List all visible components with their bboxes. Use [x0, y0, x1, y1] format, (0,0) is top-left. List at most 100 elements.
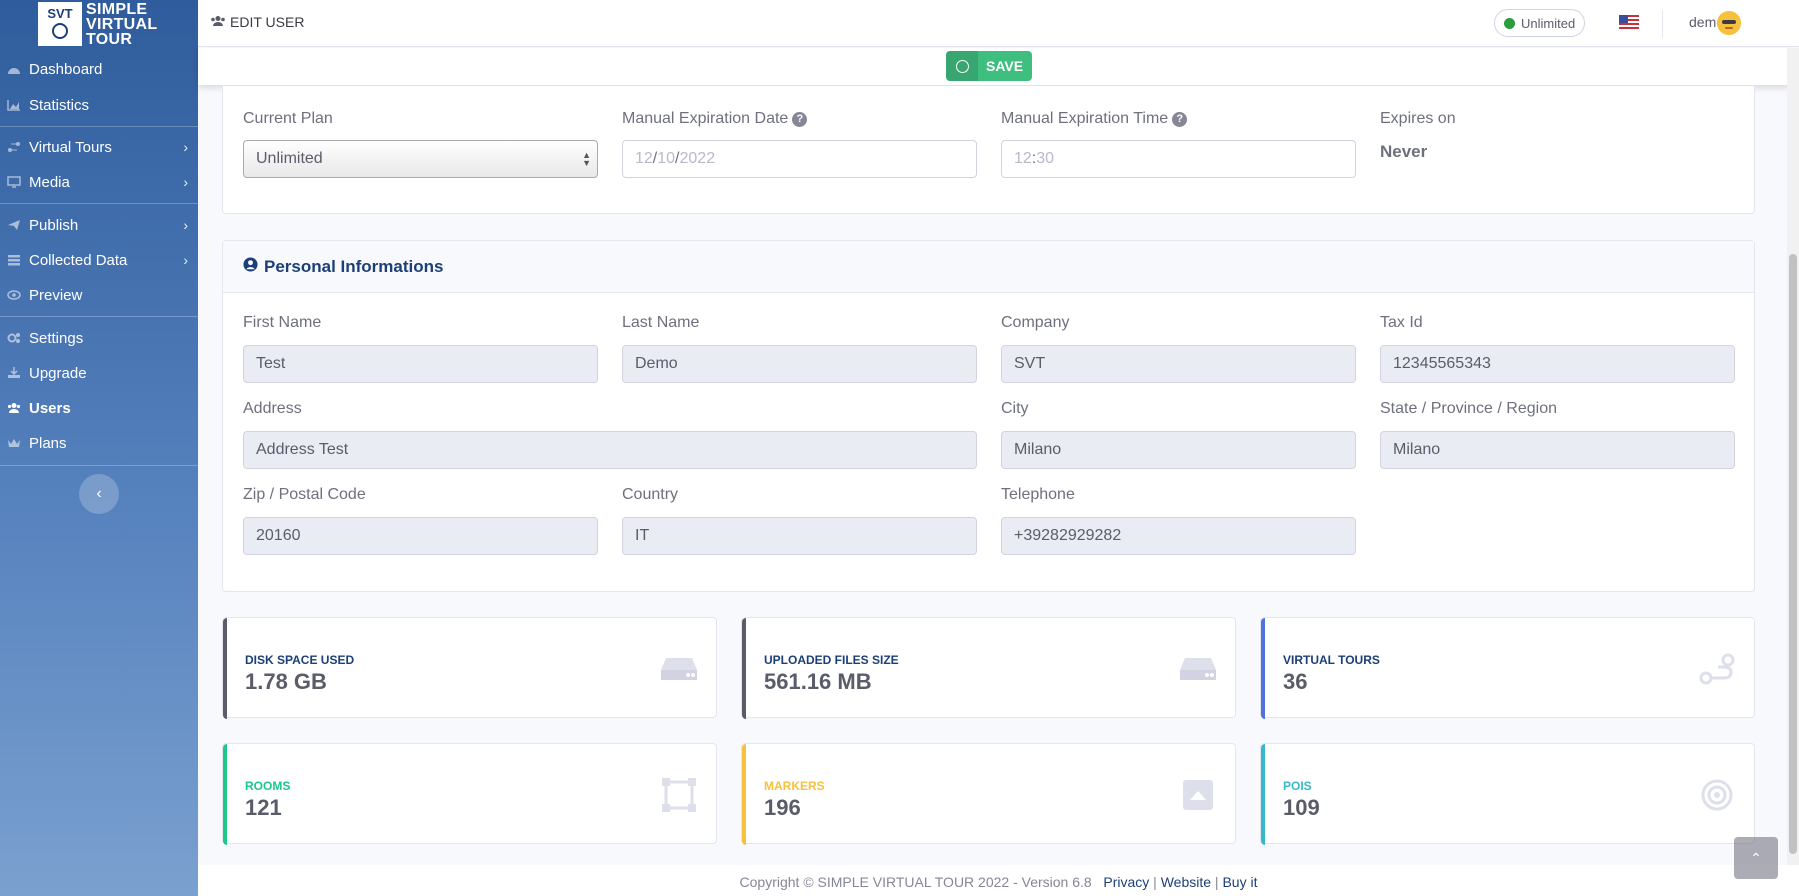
sidebar-item-label: Users [29, 399, 71, 417]
expiration-date-input[interactable]: 12/10/2022 [622, 140, 977, 178]
stat-card-pois: POIS 109 [1260, 743, 1755, 845]
sidebar-item-users[interactable]: Users [0, 391, 198, 425]
sidebar-item-label: Statistics [29, 96, 90, 114]
personal-info-title: Personal Informations [264, 256, 444, 276]
expiration-time-input[interactable]: 12:30 [1001, 140, 1356, 178]
chevron-right-icon: › [183, 174, 188, 190]
dashboard-icon [6, 62, 22, 76]
sidebar-item-publish[interactable]: Publish › [0, 208, 198, 242]
scroll-to-top-button[interactable]: ⌃ [1734, 837, 1778, 879]
stat-value: 109 [1283, 795, 1320, 820]
country-field[interactable]: IT [622, 517, 977, 555]
sidebar-item-label: Collected Data [29, 251, 128, 269]
topbar: EDIT USER Unlimited demo [198, 0, 1799, 47]
database-icon [6, 253, 22, 267]
company-field[interactable]: SVT [1001, 345, 1356, 383]
avatar[interactable] [1717, 11, 1741, 35]
current-plan-select[interactable]: Unlimited ▲ ▼ [243, 140, 598, 178]
buy-link[interactable]: Buy it [1222, 874, 1258, 890]
stat-accent-bar [223, 618, 227, 719]
scrollbar[interactable] [1787, 48, 1799, 865]
chevron-right-icon: › [183, 252, 188, 268]
logo-mark: SVT [38, 2, 82, 46]
chevron-right-icon: › [183, 217, 188, 233]
copyright-text: Copyright © SIMPLE VIRTUAL TOUR 2022 - V… [739, 874, 1092, 890]
time-separator: : [1031, 150, 1037, 167]
time-hour: 12 [1014, 150, 1032, 167]
question-circle-icon[interactable]: ? [792, 112, 808, 127]
sidebar-item-dashboard[interactable]: Dashboard [0, 52, 198, 86]
brand-logo[interactable]: SVT SIMPLE VIRTUAL TOUR [0, 0, 198, 48]
personal-info-header: Personal Informations [223, 241, 1754, 293]
caret-square-up-icon [1179, 778, 1217, 812]
stat-value: 561.16 MB [764, 669, 872, 694]
company-label: Company [1001, 314, 1070, 331]
privacy-link[interactable]: Privacy [1103, 874, 1150, 890]
chevron-right-icon: › [183, 139, 188, 155]
sidebar-item-virtual-tours[interactable]: Virtual Tours › [0, 130, 198, 164]
date-month: 12 [635, 150, 653, 167]
plan-badge: Unlimited [1494, 9, 1586, 37]
globe-icon [52, 23, 68, 39]
date-year: 2022 [679, 150, 716, 167]
sidebar-divider [0, 203, 198, 204]
sidebar-item-label: Media [29, 173, 70, 191]
stat-value: 1.78 GB [245, 669, 327, 694]
save-button[interactable]: SAVE [946, 51, 1032, 81]
scrollbar-thumb[interactable] [1789, 254, 1797, 854]
save-bar: SAVE [198, 48, 1799, 85]
date-day: 10 [657, 150, 676, 167]
sidebar-item-collected-data[interactable]: Collected Data › [0, 243, 198, 277]
eye-icon [6, 288, 22, 302]
zip-label: Zip / Postal Code [243, 486, 366, 503]
tax-id-label: Tax Id [1380, 314, 1423, 331]
stat-label: MARKERS [764, 779, 825, 793]
sidebar-item-settings[interactable]: Settings [0, 321, 198, 355]
state-field[interactable]: Milano [1380, 431, 1735, 469]
crown-icon [6, 436, 22, 450]
brand-line-3: TOUR [86, 30, 133, 48]
telephone-field[interactable]: +39282929282 [1001, 517, 1356, 555]
sidebar-item-media[interactable]: Media › [0, 165, 198, 199]
last-name-field[interactable]: Demo [622, 345, 977, 383]
date-separator: / [652, 150, 658, 167]
first-name-field[interactable]: Test [243, 345, 598, 383]
route-icon [6, 140, 22, 154]
stat-accent-bar [742, 744, 746, 845]
sidebar-item-label: Dashboard [29, 60, 103, 78]
user-name[interactable]: demo [1689, 14, 1725, 30]
stat-label: POIS [1283, 779, 1312, 793]
city-label: City [1001, 400, 1029, 417]
chart-area-icon [6, 98, 22, 112]
current-plan-value: Unlimited [256, 150, 323, 167]
question-circle-icon[interactable]: ? [1172, 112, 1188, 127]
sidebar-divider [0, 316, 198, 317]
footer: Copyright © SIMPLE VIRTUAL TOUR 2022 - V… [198, 865, 1799, 896]
state-label: State / Province / Region [1380, 400, 1557, 417]
zip-field[interactable]: 20160 [243, 517, 598, 555]
us-flag-icon[interactable] [1619, 15, 1639, 29]
sidebar-toggle-button[interactable]: ‹ [79, 474, 119, 514]
sidebar-item-preview[interactable]: Preview [0, 278, 198, 312]
desktop-icon [6, 175, 22, 189]
sidebar-item-label: Settings [29, 329, 84, 347]
address-field[interactable]: Address Test [243, 431, 977, 469]
stat-card-markers: MARKERS 196 [741, 743, 1236, 845]
stat-accent-bar [1261, 618, 1265, 719]
stat-value: 36 [1283, 669, 1308, 694]
website-link[interactable]: Website [1160, 874, 1212, 890]
tax-id-field[interactable]: 12345565343 [1380, 345, 1735, 383]
sidebar-item-statistics[interactable]: Statistics [0, 88, 198, 122]
sidebar-divider [0, 126, 198, 127]
sidebar-item-label: Publish [29, 216, 79, 234]
city-field[interactable]: Milano [1001, 431, 1356, 469]
brand-line-2: VIRTUAL [86, 15, 158, 33]
stat-card-rooms: ROOMS 121 [222, 743, 717, 845]
sidebar-item-plans[interactable]: Plans [0, 426, 198, 460]
sidebar-item-upgrade[interactable]: Upgrade [0, 356, 198, 390]
expiration-time-label-text: Manual Expiration Time [1001, 110, 1169, 127]
topbar-divider [1662, 10, 1663, 38]
download-icon [6, 366, 22, 380]
stat-label: VIRTUAL TOURS [1283, 653, 1380, 667]
select-arrows-icon: ▲ ▼ [582, 150, 591, 168]
